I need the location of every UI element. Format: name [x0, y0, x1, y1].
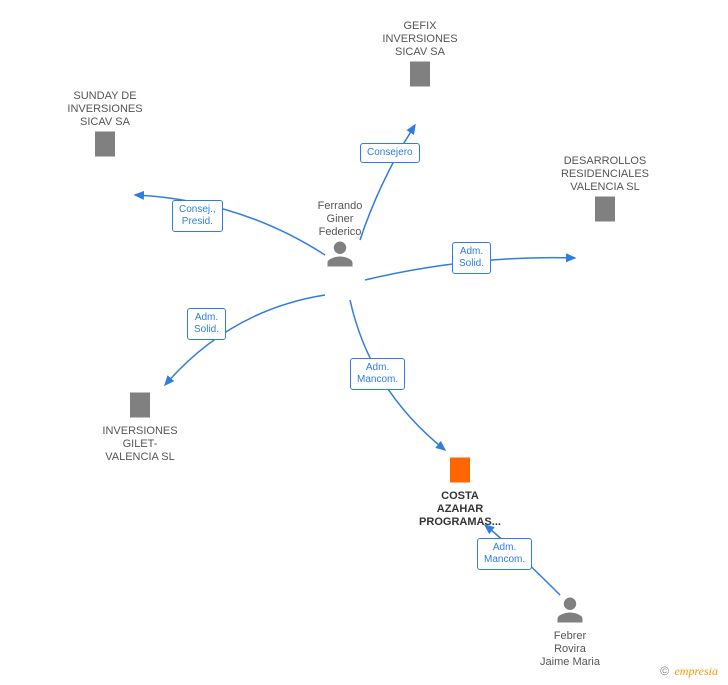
edge-label-e6: Adm. Mancom.: [477, 538, 532, 570]
edge-label-e3: Adm. Solid.: [452, 242, 491, 274]
diagram-canvas: Ferrando Giner Federico GEFIX INVERSIONE…: [0, 0, 728, 685]
node-label-center: Ferrando Giner Federico: [280, 200, 400, 239]
person-icon: [555, 595, 585, 625]
node-gilet[interactable]: INVERSIONES GILET- VALENCIA SL: [80, 390, 200, 464]
node-sunday[interactable]: SUNDAY DE INVERSIONES SICAV SA: [45, 90, 165, 164]
brand-name: empresia: [674, 664, 718, 678]
node-label-sunday: SUNDAY DE INVERSIONES SICAV SA: [45, 90, 165, 129]
footer-credit: © empresia: [660, 664, 718, 679]
node-desarrollos[interactable]: DESARROLLOS RESIDENCIALES VALENCIA SL: [545, 155, 665, 229]
node-label-febrer: Febrer Rovira Jaime Maria: [510, 630, 630, 669]
node-febrer[interactable]: Febrer Rovira Jaime Maria: [510, 595, 630, 669]
node-label-gefix: GEFIX INVERSIONES SICAV SA: [360, 20, 480, 59]
building-icon: [445, 455, 475, 485]
node-costa[interactable]: COSTA AZAHAR PROGRAMAS...: [400, 455, 520, 529]
copyright-symbol: ©: [660, 664, 669, 678]
building-icon: [125, 390, 155, 420]
person-icon: [325, 239, 355, 269]
edge-label-e4: Adm. Solid.: [187, 308, 226, 340]
edge-label-e5: Adm. Mancom.: [350, 358, 405, 390]
edge-label-e2: Consej., Presid.: [172, 200, 223, 232]
building-icon: [590, 194, 620, 224]
node-gefix[interactable]: GEFIX INVERSIONES SICAV SA: [360, 20, 480, 94]
node-center[interactable]: Ferrando Giner Federico: [280, 200, 400, 274]
node-label-gilet: INVERSIONES GILET- VALENCIA SL: [80, 425, 200, 464]
edge-label-e1: Consejero: [360, 143, 420, 163]
node-label-desarrollos: DESARROLLOS RESIDENCIALES VALENCIA SL: [545, 155, 665, 194]
building-icon: [90, 129, 120, 159]
building-icon: [405, 59, 435, 89]
node-label-costa: COSTA AZAHAR PROGRAMAS...: [400, 490, 520, 529]
